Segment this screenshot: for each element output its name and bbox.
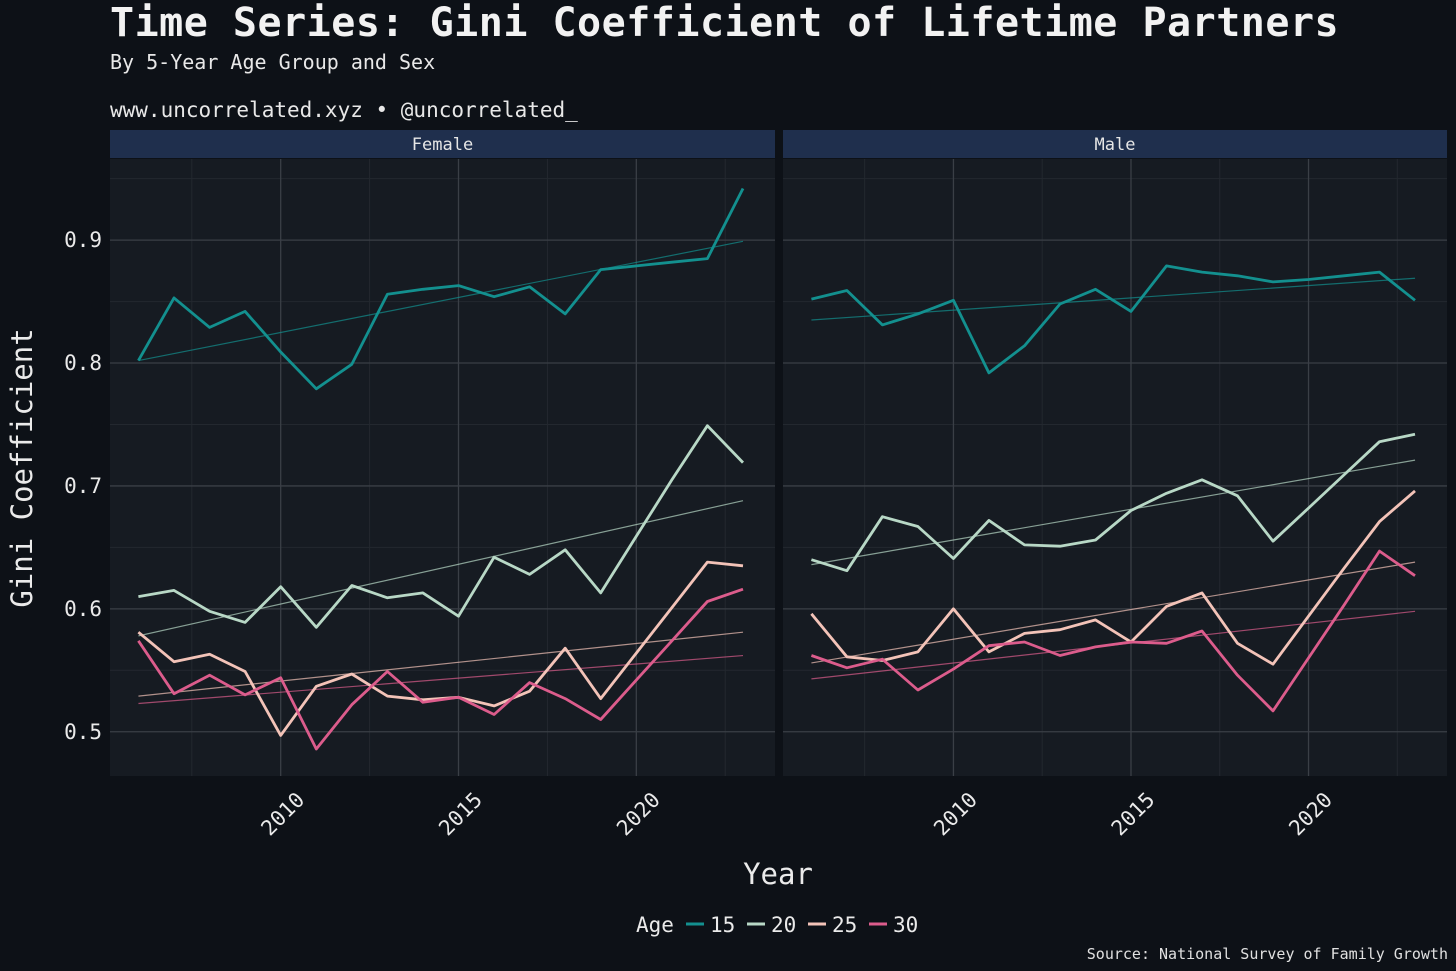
series-line-age-20 xyxy=(138,424,745,629)
legend-title: Age xyxy=(636,913,674,937)
legend-label-age-15: 15 xyxy=(710,913,735,937)
facet-panels: Female 2010 2015 2020 0.5 0.6 0.7 0.8 0.9 Male 201… xyxy=(64,130,1447,840)
x-tick-label: 2010 xyxy=(929,788,982,841)
trend-line-age-20 xyxy=(138,500,744,637)
y-tick-label: 0.6 xyxy=(64,597,102,621)
trend-line-age-25 xyxy=(138,631,744,697)
series-line-age-30 xyxy=(137,587,744,751)
y-axis-title: Gini Coefficient xyxy=(5,328,39,607)
x-tick-label: 2020 xyxy=(1284,788,1337,841)
series-line-age-20 xyxy=(810,432,1416,573)
facet-male: Male 2010 2015 2020 xyxy=(783,130,1447,840)
trend-line-age-30 xyxy=(138,654,744,705)
legend-label-age-20: 20 xyxy=(771,913,796,937)
trend-line-age-25 xyxy=(811,561,1416,664)
facet-label: Female xyxy=(412,135,473,155)
chart-subtitle: By 5-Year Age Group and Sex xyxy=(110,50,436,74)
legend: Age 15 20 25 30 xyxy=(636,913,918,937)
panel-background xyxy=(110,159,775,776)
facet-label: Male xyxy=(1095,135,1136,155)
chart-source: Source: National Survey of Family Growth xyxy=(1086,945,1448,963)
x-tick-label: 2015 xyxy=(434,788,487,841)
x-tick-label: 2010 xyxy=(256,788,309,841)
series-line-age-15 xyxy=(811,264,1416,375)
chart-caption: www.uncorrelated.xyz • @uncorrelated_ xyxy=(110,98,578,122)
trend-line-age-15 xyxy=(138,240,744,362)
facet-strip xyxy=(110,130,775,158)
y-tick-label: 0.9 xyxy=(64,228,102,252)
x-tick-label: 2015 xyxy=(1107,788,1160,841)
facet-female: Female 2010 2015 2020 0.5 0.6 0.7 0.8 0.9 xyxy=(64,130,775,840)
x-tick-label: 2020 xyxy=(612,788,665,841)
chart-title: Time Series: Gini Coefficient of Lifetim… xyxy=(110,0,1340,46)
series-line-age-30 xyxy=(810,549,1416,713)
facet-strip xyxy=(783,130,1447,158)
y-tick-label: 0.5 xyxy=(64,720,102,744)
panel-background xyxy=(783,159,1447,776)
x-axis-title: Year xyxy=(743,857,813,891)
series-line-age-25 xyxy=(810,489,1416,666)
y-tick-label: 0.7 xyxy=(64,474,102,498)
trend-line-age-20 xyxy=(811,459,1416,566)
y-tick-label: 0.8 xyxy=(64,351,102,375)
series-line-age-15 xyxy=(137,187,745,391)
legend-label-age-30: 30 xyxy=(893,913,918,937)
legend-label-age-25: 25 xyxy=(832,913,857,937)
